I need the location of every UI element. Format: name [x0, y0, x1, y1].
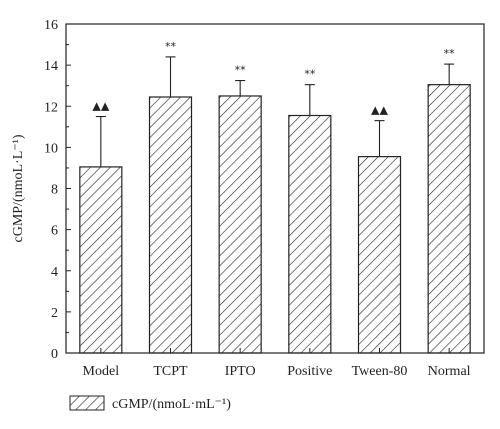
- y-tick-label: 4: [51, 265, 58, 280]
- bar-model: [79, 166, 123, 354]
- x-axis: Model TCPT IPTO Positive Tween-80 Normal: [83, 348, 471, 379]
- x-tick-label: IPTO: [225, 364, 256, 379]
- significance-marker: **: [304, 68, 316, 81]
- x-tick-label: Model: [83, 364, 120, 379]
- x-tick-label: Normal: [428, 364, 471, 379]
- y-tick-label: 6: [51, 224, 58, 239]
- y-tick-label: 8: [51, 183, 58, 198]
- bar-positive: [288, 114, 332, 354]
- significance-marker: **: [444, 47, 456, 60]
- legend-label: cGMP/(nmoL·mL⁻¹): [112, 397, 231, 412]
- y-tick-label: 2: [51, 306, 58, 321]
- y-tick-label: 0: [51, 347, 58, 362]
- y-axis: 0 2 4 6 8 10 12 14 16: [44, 18, 71, 362]
- plot-border: [65, 23, 485, 354]
- significance-marker: ▲▲: [371, 104, 388, 117]
- y-tick-label: 12: [44, 100, 58, 115]
- x-tick-label: TCPT: [153, 364, 188, 379]
- legend-swatch: [69, 395, 105, 411]
- y-tick-label: 16: [44, 18, 58, 33]
- x-tick-label: Positive: [287, 364, 332, 379]
- bars: ▲▲ ** ** ** ▲▲ **: [79, 40, 471, 354]
- legend: cGMP/(nmoL·mL⁻¹): [69, 395, 231, 412]
- significance-marker: **: [235, 64, 247, 77]
- plot-frame: [65, 23, 485, 354]
- bar-ipto: [218, 95, 262, 354]
- bar-tcpt: [148, 96, 193, 354]
- y-tick-label: 14: [44, 59, 58, 74]
- bar-tween-80: [357, 156, 402, 354]
- significance-marker: ▲▲: [92, 100, 109, 113]
- y-tick-label: 10: [44, 141, 58, 156]
- y-axis-label: cGMP/(nmoL·L⁻¹): [11, 134, 26, 242]
- significance-marker: **: [165, 40, 177, 53]
- bar-normal: [427, 84, 471, 354]
- x-tick-label: Tween-80: [352, 364, 408, 379]
